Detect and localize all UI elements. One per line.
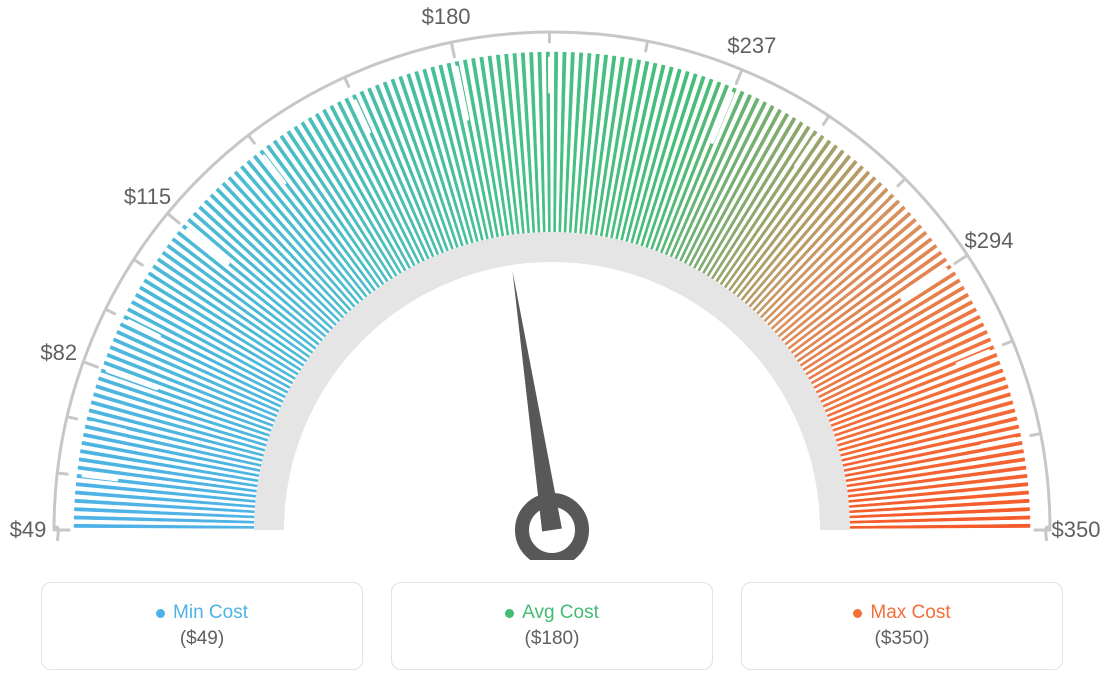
legend-title-text-avg: Avg Cost — [522, 602, 599, 624]
legend-value-min: ($49) — [180, 628, 224, 650]
legend-card-avg: Avg Cost ($180) — [391, 582, 713, 670]
legend-title-avg: Avg Cost — [505, 602, 599, 624]
gauge-tick-label: $180 — [422, 4, 471, 30]
gauge-chart-container: $49 $82 $115 $180 $237 $294 $350 Min Cost ($49… — [0, 0, 1104, 690]
gauge-svg — [0, 0, 1104, 560]
gauge-needle — [513, 271, 562, 532]
legend-dot-min — [156, 609, 165, 618]
gauge-tick-label: $294 — [965, 228, 1014, 254]
gauge-area: $49 $82 $115 $180 $237 $294 $350 — [0, 0, 1104, 560]
legend-title-min: Min Cost — [156, 602, 248, 624]
gauge-tick-label: $350 — [1052, 517, 1101, 543]
legend-title-text-min: Min Cost — [173, 602, 248, 624]
legend-title-max: Max Cost — [853, 602, 950, 624]
legend-title-text-max: Max Cost — [870, 602, 950, 624]
legend-value-avg: ($180) — [525, 628, 580, 650]
legend-dot-max — [853, 609, 862, 618]
legend-row: Min Cost ($49) Avg Cost ($180) Max Cost … — [0, 582, 1104, 670]
legend-dot-avg — [505, 609, 514, 618]
legend-card-min: Min Cost ($49) — [41, 582, 363, 670]
legend-value-max: ($350) — [875, 628, 930, 650]
gauge-tick-label: $49 — [10, 517, 47, 543]
gauge-tick-label: $237 — [727, 33, 776, 59]
gauge-tick-label: $115 — [124, 184, 171, 210]
gauge-color-arc — [74, 52, 1030, 528]
legend-card-max: Max Cost ($350) — [741, 582, 1063, 670]
gauge-tick-label: $82 — [40, 340, 77, 366]
